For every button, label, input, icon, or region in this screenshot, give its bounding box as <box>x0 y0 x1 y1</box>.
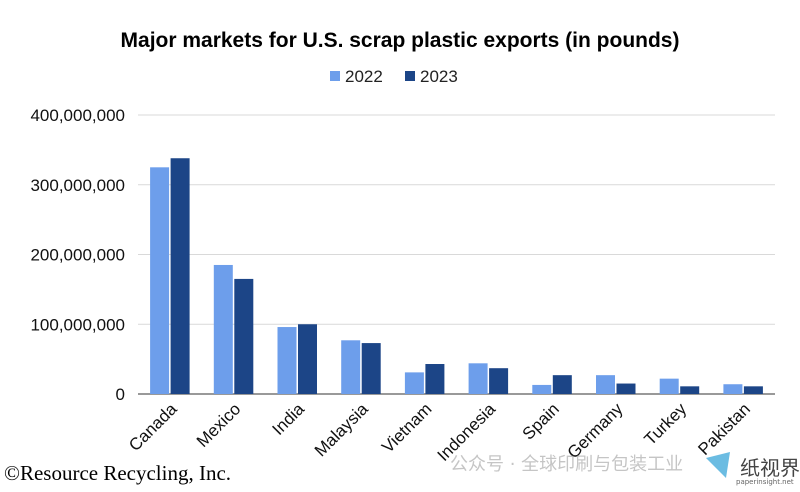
y-tick-label: 400,000,000 <box>30 106 125 125</box>
bar-germany-2022 <box>596 375 615 394</box>
legend-label-2022: 2022 <box>345 67 383 86</box>
legend-swatch-2023 <box>405 71 415 81</box>
bar-turkey-2023 <box>680 386 700 394</box>
bar-vietnam-2022 <box>404 372 424 394</box>
legend-swatch-2022 <box>330 71 340 81</box>
bar-mexico-2023 <box>234 278 254 394</box>
bar-spain-2023 <box>552 375 572 394</box>
bar-turkey-2022 <box>659 378 679 394</box>
bar-india-2022 <box>277 327 297 394</box>
bar-mexico-2022 <box>213 264 233 394</box>
bar-malaysia-2023 <box>361 343 381 394</box>
x-tick-label-india: India <box>269 399 309 439</box>
copyright-credit: ©Resource Recycling, Inc. <box>4 461 232 485</box>
bar-indonesia-2023 <box>489 368 509 394</box>
bar-malaysia-2022 <box>341 340 361 394</box>
y-tick-label: 100,000,000 <box>30 315 125 334</box>
watermark-logo-text: 纸视界 <box>740 456 800 480</box>
x-tick-label-mexico: Mexico <box>193 399 245 451</box>
gridlines <box>138 114 775 395</box>
bar-pakistan-2022 <box>723 384 743 394</box>
bar-germany-2023 <box>616 383 636 394</box>
legend-label-2023: 2023 <box>420 67 458 86</box>
bar-canada-2022 <box>150 167 170 394</box>
legend: 2022 2023 <box>330 67 458 86</box>
chart-title: Major markets for U.S. scrap plastic exp… <box>121 29 680 52</box>
bar-india-2023 <box>298 324 317 394</box>
bar-pakistan-2023 <box>743 386 763 394</box>
bar-canada-2023 <box>170 158 190 394</box>
watermark-text: 公众号 · 全球印刷与包装工业 <box>450 454 684 475</box>
watermark-logo-subtitle: paperinsight.net <box>736 478 794 486</box>
bar-spain-2022 <box>532 384 552 394</box>
y-tick-label: 300,000,000 <box>30 176 125 195</box>
y-tick-label: 200,000,000 <box>30 246 125 265</box>
x-tick-label-malaysia: Malaysia <box>311 399 372 460</box>
watermark-logo-icon <box>706 452 730 478</box>
y-tick-label: 0 <box>116 385 125 404</box>
x-tick-label-canada: Canada <box>125 399 181 455</box>
bar-indonesia-2022 <box>468 363 488 394</box>
x-tick-label-turkey: Turkey <box>641 399 691 449</box>
bar-vietnam-2023 <box>425 364 445 394</box>
y-axis-ticks: 0 100,000,000 200,000,000 300,000,000 400,00… <box>30 106 125 404</box>
x-tick-label-vietnam: Vietnam <box>378 399 435 456</box>
bars <box>150 158 763 394</box>
x-tick-label-spain: Spain <box>519 399 563 443</box>
